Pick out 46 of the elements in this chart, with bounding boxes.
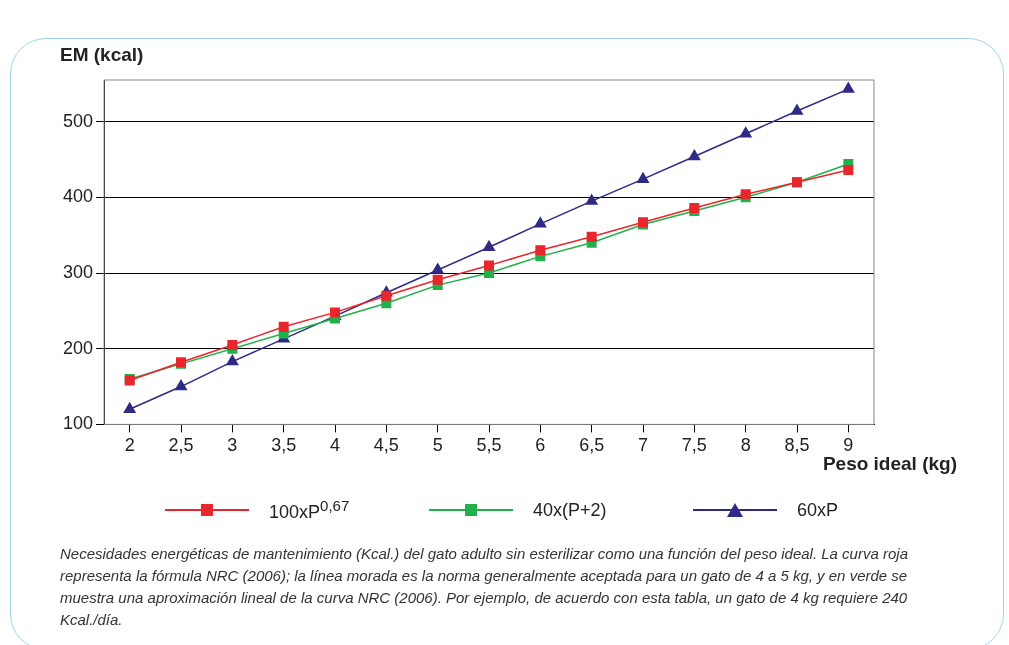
point xyxy=(227,339,238,350)
point xyxy=(688,149,701,161)
y-tick-label: 500 xyxy=(62,110,94,131)
point xyxy=(637,172,649,183)
point xyxy=(483,240,495,252)
x-tick-label: 7,5 xyxy=(681,435,707,456)
x-tick-label: 8,5 xyxy=(784,435,810,456)
y-tick-label: 200 xyxy=(62,337,94,358)
point xyxy=(431,263,444,274)
x-tick-label: 5,5 xyxy=(476,435,502,456)
x-tick-label: 3 xyxy=(227,435,238,456)
x-tick-label: 4,5 xyxy=(373,435,399,456)
point xyxy=(123,402,136,414)
point xyxy=(381,290,392,301)
point xyxy=(586,231,597,242)
x-tick-label: 3,5 xyxy=(271,435,297,456)
x-tick-label: 2,5 xyxy=(168,435,194,456)
point xyxy=(226,354,239,366)
legend-label: 40x(P+2) xyxy=(533,499,607,521)
point xyxy=(843,165,854,176)
x-tick-label: 4 xyxy=(330,435,341,456)
x-axis-title: Peso ideal (kg) xyxy=(822,453,957,475)
point xyxy=(791,104,803,115)
x-tick-label: 6,5 xyxy=(579,435,605,456)
point xyxy=(842,82,855,93)
x-tick-label: 9 xyxy=(843,435,854,456)
point xyxy=(534,217,547,228)
point xyxy=(484,260,495,271)
y-tick-label: 300 xyxy=(62,261,94,282)
x-tick-label: 2 xyxy=(124,435,135,456)
x-tick-label: 8 xyxy=(740,435,751,456)
text: Necesidades energéticas de mantenimiento (Kcal.) del gato adulto sin esterilizar como una función del peso ideal. La curva roja representa la fórmula NRC (2006); la línea morada es la norma generalmente aceptada para un gato de 4 a 5 kg, y en verde se muestra una aproximación lineal de la curva NRC (2006). Por ejemplo, de acuerdo con esta tabla, un gato de 4 kg requiere 240 Kcal./día. xyxy=(60,544,909,630)
point xyxy=(535,245,546,256)
point xyxy=(739,126,752,138)
x-tick-label: 7 xyxy=(638,435,649,456)
x-tick-label: 5 xyxy=(432,435,443,456)
x-tick-label: 6 xyxy=(535,435,546,456)
y-tick-label: 100 xyxy=(62,413,94,434)
point xyxy=(585,194,598,205)
y-axis-title: EM (kcal) xyxy=(60,44,144,66)
legend-label: 60xP xyxy=(797,499,839,521)
y-tick-label: 400 xyxy=(62,186,94,207)
point xyxy=(175,379,187,391)
point xyxy=(432,274,443,285)
legend-label: 100xP$^{0,67}$ xyxy=(269,497,350,523)
point xyxy=(278,321,289,332)
